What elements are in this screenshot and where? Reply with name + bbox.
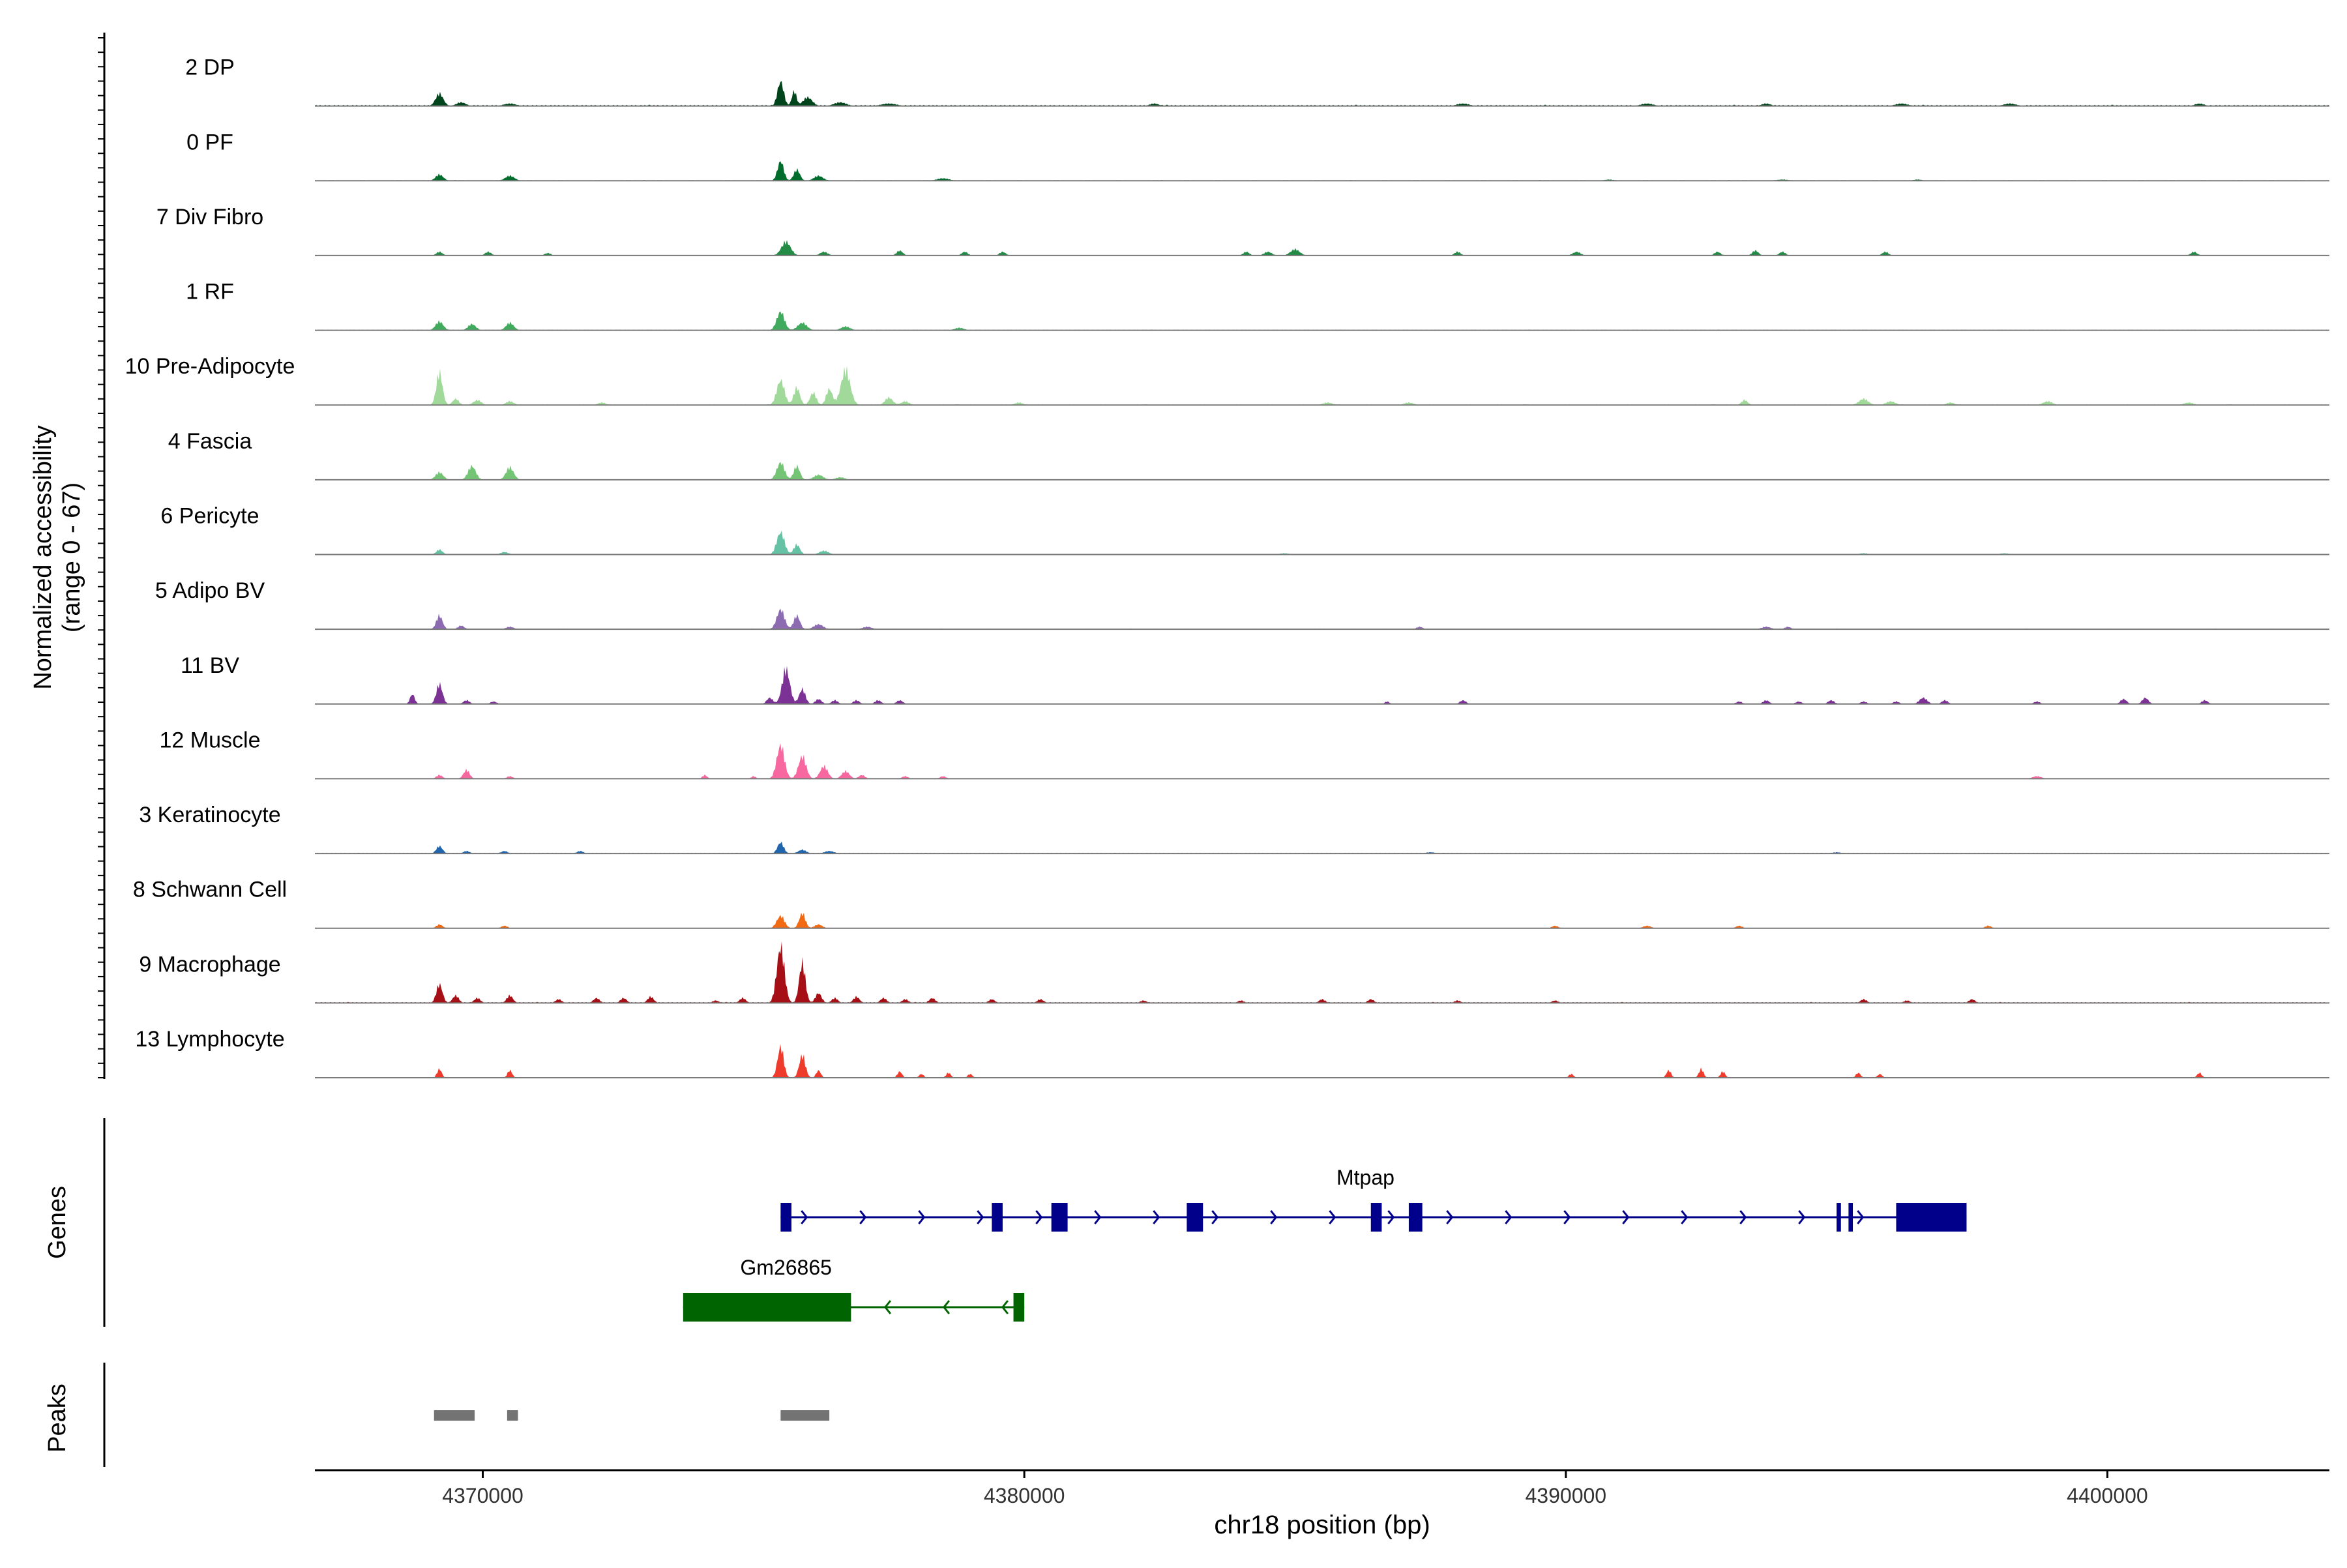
strand-arrow: [1739, 1210, 1747, 1224]
strand-arrow: [1094, 1210, 1102, 1224]
track-label: 13 Lymphocyte: [135, 1027, 284, 1052]
track-label: 8 Schwann Cell: [133, 878, 287, 902]
gene-exon: [1837, 1203, 1841, 1232]
coverage-area: [315, 240, 2329, 256]
strand-arrow: [1505, 1210, 1513, 1224]
track-label: 0 PF: [186, 130, 233, 155]
x-axis-title: chr18 position (bp): [1214, 1511, 1430, 1539]
coverage-area: [315, 841, 2329, 854]
strand-arrow: [1211, 1210, 1219, 1224]
strand-arrow: [1857, 1210, 1865, 1224]
gene-label: Mtpap: [1336, 1166, 1395, 1189]
coverage-tracks: 2 DP 0 PF 7 Div Fibro 1 RF 10 Pre-Adipocyte 4…: [98, 33, 2329, 1079]
gene-exon: [1848, 1203, 1853, 1232]
strand-arrow: [1387, 1210, 1395, 1224]
coverage-area: [315, 365, 2329, 406]
gene-exon: [1051, 1203, 1068, 1232]
strand-arrow: [918, 1210, 926, 1224]
strand-arrow: [1446, 1210, 1454, 1224]
coverage-area: [315, 1044, 2329, 1078]
x-axis: chr18 position (bp) 4370000 4380000 439000…: [315, 1469, 2329, 1539]
strand-arrow: [1329, 1210, 1336, 1224]
track-label: 1 RF: [186, 280, 234, 304]
track-label: 11 BV: [181, 653, 239, 678]
x-tick-label: 4390000: [1526, 1484, 1607, 1507]
strand-arrow: [977, 1210, 984, 1224]
coverage-area: [315, 462, 2329, 480]
y-axis-title-range: (range 0 - 67): [58, 482, 85, 632]
x-tick-label: 4400000: [2067, 1484, 2148, 1507]
track-label: 3 Keratinocyte: [139, 803, 280, 827]
x-tick-label: 4380000: [984, 1484, 1065, 1507]
strand-arrow: [1681, 1210, 1689, 1224]
coverage-area: [315, 941, 2329, 1003]
track-label: 10 Pre-Adipocyte: [125, 354, 295, 379]
gene-exon: [780, 1203, 791, 1232]
peaks-track-title: Peaks: [44, 1383, 71, 1453]
track-label: 7 Div Fibro: [156, 205, 263, 229]
strand-arrow: [1001, 1300, 1009, 1314]
strand-arrow: [801, 1210, 808, 1224]
coverage-area: [315, 161, 2329, 181]
track-label: 9 Macrophage: [139, 952, 280, 977]
track-label: 6 Pericyte: [160, 504, 259, 529]
coverage-area: [315, 912, 2329, 928]
strand-arrow: [1035, 1210, 1043, 1224]
coverage-area: [315, 666, 2329, 704]
strand-arrow: [1798, 1210, 1806, 1224]
strand-arrow: [1563, 1210, 1571, 1224]
track-label: 4 Fascia: [168, 429, 252, 454]
coverage-area: [315, 530, 2329, 555]
peak-region: [780, 1410, 830, 1421]
track-label: 12 Muscle: [160, 728, 261, 752]
coverage-area: [315, 81, 2329, 106]
strand-arrow: [883, 1300, 892, 1314]
y-axis-title-group: Normalized accessibility (range 0 - 67): [29, 425, 85, 689]
coverage-area: [315, 608, 2329, 630]
coverage-area: [315, 311, 2329, 331]
track-label: 5 Adipo BV: [155, 578, 265, 603]
gene-exon: [1896, 1203, 1967, 1232]
gene-exon: [1408, 1203, 1423, 1232]
gene-exon: [1187, 1203, 1203, 1232]
strand-arrow: [1153, 1210, 1160, 1224]
strand-arrow: [1270, 1210, 1278, 1224]
gene-track: Genes Mtpap Gm26865: [44, 1118, 1967, 1327]
gene-exon: [683, 1293, 851, 1322]
peak-region: [507, 1410, 518, 1421]
coverage-area: [315, 743, 2329, 779]
strand-arrow: [859, 1210, 867, 1224]
peaks-track: Peaks: [44, 1363, 830, 1467]
strand-arrow: [1622, 1210, 1630, 1224]
gene-exon: [1013, 1293, 1025, 1322]
gene-exon: [992, 1203, 1003, 1232]
gene-exon: [1370, 1203, 1382, 1232]
strand-arrow: [942, 1300, 951, 1314]
gene-label: Gm26865: [740, 1256, 832, 1279]
genes-track-title: Genes: [44, 1186, 71, 1259]
track-label: 2 DP: [185, 55, 235, 80]
y-axis-title: Normalized accessibility: [29, 425, 57, 689]
x-tick-label: 4370000: [442, 1484, 524, 1507]
peak-region: [434, 1410, 475, 1421]
